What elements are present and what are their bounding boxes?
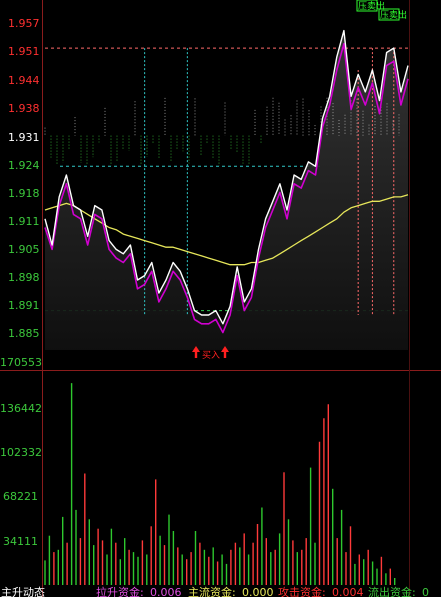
- volume-tick-label: 102332: [0, 446, 42, 459]
- buy-arrow-icon: [221, 346, 229, 358]
- legend-outflow-value: 0: [422, 586, 429, 597]
- secondary-price-line: [44, 42, 409, 334]
- price-area-fill: [45, 30, 408, 350]
- buy-arrow-icon: [192, 346, 200, 358]
- price-tick-label: 1.891: [8, 299, 40, 312]
- price-tick-label: 1.931: [8, 131, 40, 144]
- legend-main-label: 主升动态: [1, 586, 45, 597]
- sell-signal-label: 压卖出: [380, 9, 407, 21]
- price-line: [44, 29, 409, 325]
- price-tick-label: 1.957: [8, 17, 40, 30]
- legend-attack-value: 0.004: [332, 586, 364, 597]
- price-tick-label: 1.924: [8, 159, 40, 172]
- price-panel: [44, 29, 409, 350]
- volume-tick-label: 68221: [3, 490, 38, 503]
- price-tick-label: 1.951: [8, 45, 40, 58]
- price-tick-label: 1.898: [8, 271, 40, 284]
- price-tick-label: 1.918: [8, 187, 40, 200]
- legend-flow-label: 主流资金:: [188, 585, 236, 597]
- buy-signal-label: 买入: [202, 350, 220, 361]
- volume-tick-label: 34111: [3, 535, 38, 548]
- price-y-axis: 1.957 1.951 1.944 1.938 1.931 1.924 1.91…: [8, 17, 40, 340]
- legend-pull-value: 0.006: [150, 586, 182, 597]
- sell-signal-badge: [356, 0, 378, 12]
- price-tick-label: 1.905: [8, 243, 40, 256]
- signal-annotations: 压卖出 压卖出 买入: [192, 0, 407, 361]
- volume-tick-label: 170553: [0, 356, 42, 369]
- price-tick-label: 1.938: [8, 102, 40, 115]
- volume-y-axis: 170553 136442 102332 68221 34111: [0, 356, 42, 548]
- volume-tick-label: 136442: [0, 402, 42, 415]
- sell-signal-label: 压卖出: [358, 0, 385, 12]
- legend-pull-label: 拉升资金:: [96, 585, 144, 597]
- indicator-legend: 主升动态 拉升资金: 0.006 主流资金: 0.000 攻击资金: 0.004…: [1, 585, 429, 597]
- legend-flow-value: 0.000: [242, 586, 274, 597]
- legend-outflow-label: 流出资金:: [368, 585, 416, 597]
- legend-attack-label: 攻击资金:: [278, 585, 326, 597]
- price-tick-label: 1.885: [8, 327, 40, 340]
- volume-panel: [44, 383, 396, 585]
- sell-signal-badge: [378, 8, 400, 21]
- price-tick-label: 1.911: [8, 215, 40, 228]
- price-tick-label: 1.944: [8, 74, 40, 87]
